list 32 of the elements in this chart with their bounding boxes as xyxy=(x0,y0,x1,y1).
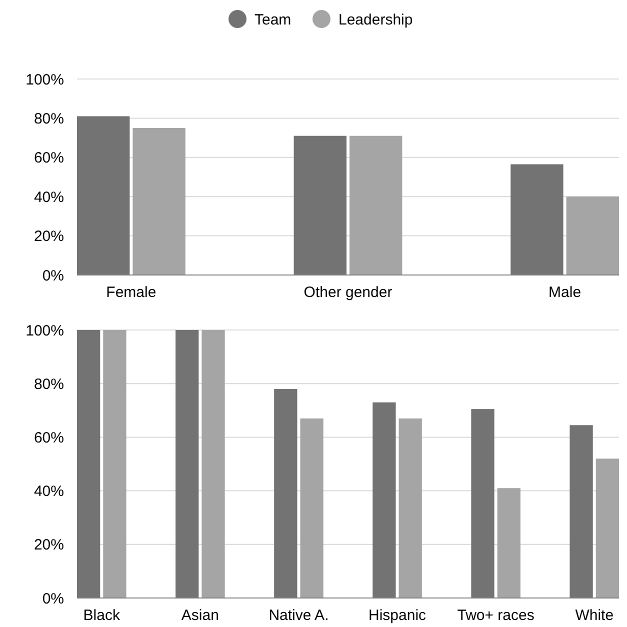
x-tick-label: Female xyxy=(106,284,156,301)
y-tick-label: 0% xyxy=(42,590,64,608)
x-tick-label: Native A. xyxy=(268,607,329,624)
x-tick-label: Other gender xyxy=(304,284,392,301)
y-tick-label: 40% xyxy=(34,188,64,206)
y-tick-label: 20% xyxy=(34,536,64,554)
x-tick-label: Two+ races xyxy=(457,607,534,624)
y-tick-label: 80% xyxy=(34,376,64,393)
bar xyxy=(566,196,619,275)
bar xyxy=(132,128,186,275)
y-tick-label: 100% xyxy=(26,71,64,88)
y-tick-label: 60% xyxy=(34,150,64,167)
legend-label: Leadership xyxy=(338,11,413,28)
bar xyxy=(202,330,225,598)
x-tick-label: Male xyxy=(548,284,582,301)
x-tick-label: Hispanic xyxy=(368,607,427,624)
y-tick-label: 0% xyxy=(42,267,64,284)
x-tick-label: White xyxy=(575,607,614,624)
y-tick-label: 20% xyxy=(34,228,64,246)
x-tick-label: Black xyxy=(83,607,120,624)
bar xyxy=(497,488,520,598)
bar xyxy=(103,330,126,598)
bar xyxy=(398,418,422,598)
y-tick-label: 100% xyxy=(26,322,64,340)
bar xyxy=(300,418,324,598)
bar xyxy=(596,458,619,598)
legend-label: Team xyxy=(254,11,292,28)
y-tick-label: 60% xyxy=(34,429,64,446)
x-tick-label: Asian xyxy=(181,607,219,624)
bar xyxy=(350,136,402,275)
y-tick-label: 80% xyxy=(34,110,64,128)
y-tick-label: 40% xyxy=(34,483,64,500)
